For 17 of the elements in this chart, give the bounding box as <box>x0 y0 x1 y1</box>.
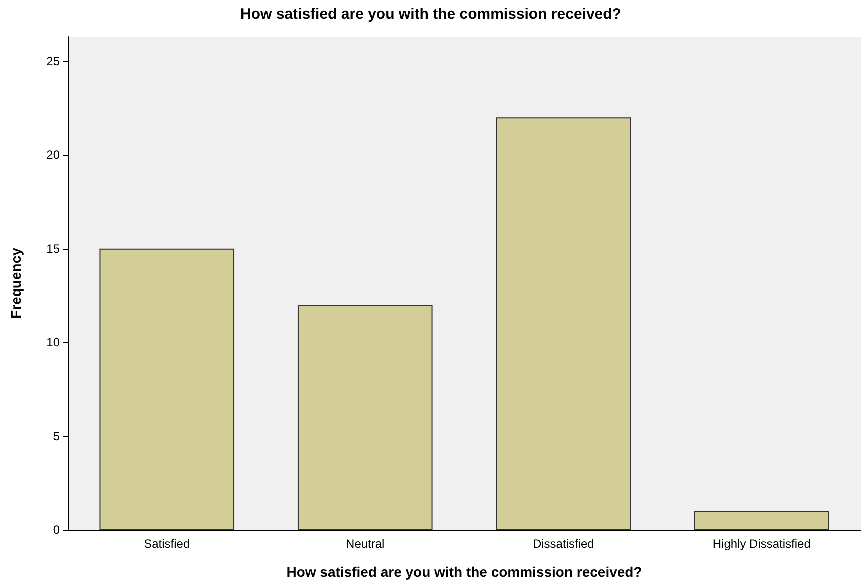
x-tick-label: Satisfied <box>144 537 190 551</box>
y-tick-label: 25 <box>46 54 60 68</box>
x-axis-title: How satisfied are you with the commission received? <box>286 564 642 580</box>
y-tick-label: 10 <box>46 336 60 350</box>
chart-title: How satisfied are you with the commission received? <box>240 6 622 23</box>
bar <box>100 248 235 530</box>
y-axis-title: Frequency <box>8 248 24 319</box>
bar <box>298 305 433 530</box>
y-tick-label: 20 <box>46 148 60 162</box>
x-tick-label: Highly Dissatisfied <box>712 537 811 551</box>
x-tick-label: Neutral <box>346 537 385 551</box>
y-tick-label: 0 <box>53 523 60 537</box>
y-tick-label: 5 <box>53 429 60 444</box>
x-tick-label: Dissatisfied <box>532 537 594 551</box>
bar <box>694 511 830 530</box>
bar <box>496 118 632 530</box>
y-tick-label: 15 <box>46 242 60 256</box>
